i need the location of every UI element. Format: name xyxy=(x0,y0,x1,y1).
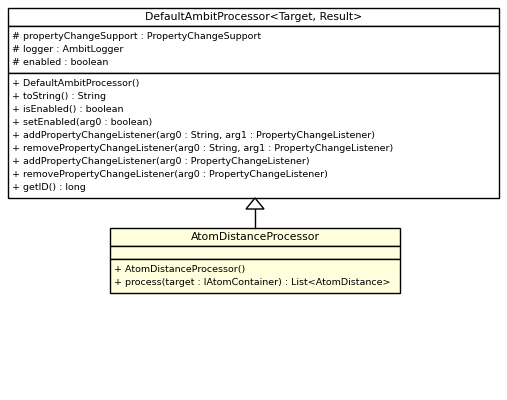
Text: # propertyChangeSupport : PropertyChangeSupport: # propertyChangeSupport : PropertyChange… xyxy=(12,32,261,41)
Text: + removePropertyChangeListener(arg0 : String, arg1 : PropertyChangeListener): + removePropertyChangeListener(arg0 : St… xyxy=(12,144,393,153)
Text: # enabled : boolean: # enabled : boolean xyxy=(12,58,108,67)
Text: + process(target : IAtomContainer) : List<AtomDistance>: + process(target : IAtomContainer) : Lis… xyxy=(114,278,390,287)
Text: + setEnabled(arg0 : boolean): + setEnabled(arg0 : boolean) xyxy=(12,118,152,127)
Bar xyxy=(8,8,499,26)
Text: + AtomDistanceProcessor(): + AtomDistanceProcessor() xyxy=(114,265,245,274)
Text: + DefaultAmbitProcessor(): + DefaultAmbitProcessor() xyxy=(12,79,139,88)
Text: # logger : AmbitLogger: # logger : AmbitLogger xyxy=(12,45,123,54)
Bar xyxy=(8,73,499,198)
Text: + getID() : long: + getID() : long xyxy=(12,183,86,192)
Text: + addPropertyChangeListener(arg0 : String, arg1 : PropertyChangeListener): + addPropertyChangeListener(arg0 : Strin… xyxy=(12,131,375,140)
Text: + addPropertyChangeListener(arg0 : PropertyChangeListener): + addPropertyChangeListener(arg0 : Prope… xyxy=(12,157,310,166)
Bar xyxy=(110,259,400,293)
Bar xyxy=(110,246,400,259)
Text: + toString() : String: + toString() : String xyxy=(12,92,106,101)
Bar xyxy=(110,228,400,246)
Text: AtomDistanceProcessor: AtomDistanceProcessor xyxy=(191,232,319,242)
Polygon shape xyxy=(246,198,264,209)
Text: + removePropertyChangeListener(arg0 : PropertyChangeListener): + removePropertyChangeListener(arg0 : Pr… xyxy=(12,170,328,179)
Bar xyxy=(8,26,499,73)
Text: + isEnabled() : boolean: + isEnabled() : boolean xyxy=(12,105,124,114)
Text: DefaultAmbitProcessor<Target, Result>: DefaultAmbitProcessor<Target, Result> xyxy=(145,12,362,22)
